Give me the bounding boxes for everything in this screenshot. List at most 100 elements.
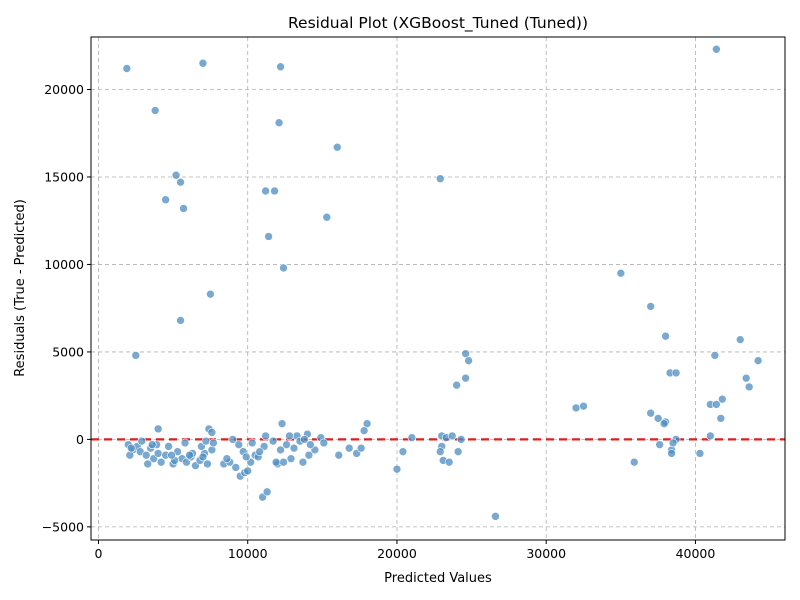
scatter-point	[264, 232, 273, 241]
scatter-point	[241, 452, 251, 462]
scatter-point	[209, 438, 218, 448]
scatter-point	[270, 186, 279, 196]
scatter-point	[286, 454, 296, 463]
scatter-point	[629, 457, 639, 467]
scatter-point	[268, 436, 278, 446]
scatter-point	[579, 401, 588, 411]
scatter-point	[392, 464, 402, 474]
scatter-point	[735, 335, 745, 344]
scatter-point	[271, 457, 281, 467]
plot-area-frame	[90, 36, 786, 541]
scatter-point	[185, 450, 194, 460]
y-tick-label: −5000	[42, 519, 84, 534]
scatter-point	[671, 368, 681, 378]
x-tick-label: 30000	[526, 546, 566, 561]
scatter-point	[262, 487, 272, 497]
x-tick-label: 40000	[676, 546, 716, 561]
scatter-point	[164, 442, 173, 451]
scatter-point	[137, 436, 147, 446]
y-tick-label: 10000	[44, 257, 84, 272]
x-axis-ticks: 0 10000 20000 30000 40000	[94, 540, 715, 561]
scatter-point	[289, 443, 299, 453]
scatter-point	[176, 177, 185, 187]
scatter-point	[741, 373, 751, 383]
scatter-point	[359, 426, 369, 435]
scatter-point	[131, 351, 141, 360]
scatter-point	[616, 268, 626, 278]
scatter-point	[231, 463, 241, 472]
scatter-point	[153, 449, 163, 458]
scatter-point	[206, 289, 215, 299]
scatter-point	[147, 440, 157, 449]
scatter-point	[461, 373, 470, 383]
scatter-point	[150, 106, 160, 115]
scatter-point	[222, 454, 232, 463]
scatter-point	[712, 400, 721, 409]
scatter-point	[655, 440, 664, 449]
scatter-point	[276, 445, 285, 455]
scatter-point	[435, 174, 445, 184]
scatter-point	[285, 431, 294, 441]
scatter-point	[247, 438, 257, 448]
y-axis-title: Residuals (True - Predicted)	[13, 199, 28, 377]
scatter-point	[356, 443, 366, 453]
scatter-point	[228, 435, 238, 444]
scatter-point	[718, 394, 727, 404]
scatter-point	[334, 450, 344, 460]
scatter-point	[319, 438, 329, 448]
scatter-point	[453, 447, 463, 456]
scatter-point	[279, 263, 288, 273]
scatter-point	[279, 457, 288, 467]
scatter-point	[282, 440, 291, 449]
scatter-point	[207, 428, 217, 437]
scatter-point	[322, 212, 332, 222]
scatter-point	[255, 447, 264, 456]
scatter-point	[201, 436, 211, 446]
scatter-point	[332, 142, 342, 152]
scatter-point	[176, 316, 185, 325]
scatter-point	[646, 302, 655, 311]
scatter-point	[659, 419, 669, 428]
scatter-point	[143, 459, 153, 469]
scatter-point	[298, 457, 308, 467]
scatter-point	[243, 466, 253, 476]
scatter-point	[716, 414, 726, 423]
scatter-point	[407, 433, 417, 442]
scatter-point	[156, 457, 166, 467]
scatter-point	[180, 438, 190, 448]
scatter-point	[695, 449, 705, 458]
scatter-point	[744, 382, 754, 392]
scatter-point	[125, 450, 135, 460]
scatter-point	[122, 64, 132, 73]
scatter-point	[300, 435, 309, 444]
scatter-point	[464, 356, 473, 365]
x-axis-title: Predicted Values	[384, 571, 492, 586]
scatter-point	[261, 431, 270, 441]
scatter-points	[122, 44, 763, 521]
scatter-point	[712, 44, 721, 54]
scatter-point	[203, 459, 212, 469]
scatter-point	[447, 431, 457, 441]
scatter-point	[198, 58, 208, 68]
x-tick-label: 10000	[228, 546, 268, 561]
scatter-point	[126, 443, 136, 453]
x-tick-label: 0	[94, 546, 102, 561]
chart-title: Residual Plot (XGBoost_Tuned (Tuned))	[288, 14, 588, 33]
scatter-point	[179, 204, 188, 213]
scatter-point	[198, 452, 208, 462]
scatter-point	[444, 457, 454, 467]
y-tick-label: 15000	[44, 169, 84, 184]
scatter-point	[207, 445, 217, 455]
scatter-point	[710, 351, 720, 360]
scatter-point	[277, 419, 287, 428]
scatter-point	[456, 435, 466, 444]
scatter-point	[261, 186, 270, 196]
scatter-point	[753, 356, 763, 365]
scatter-point	[646, 408, 655, 418]
scatter-point	[161, 195, 170, 205]
scatter-point	[398, 447, 408, 456]
scatter-point	[571, 403, 581, 413]
scatter-point	[304, 450, 314, 460]
scatter-point	[706, 431, 715, 441]
